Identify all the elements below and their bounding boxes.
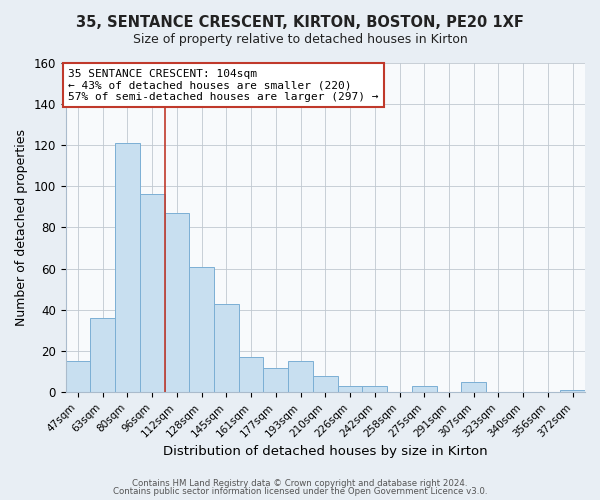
Bar [338,386,362,392]
Bar [239,358,263,392]
Bar [91,318,115,392]
Bar [65,362,91,392]
Text: Contains HM Land Registry data © Crown copyright and database right 2024.: Contains HM Land Registry data © Crown c… [132,478,468,488]
X-axis label: Distribution of detached houses by size in Kirton: Distribution of detached houses by size … [163,444,488,458]
Bar [214,304,239,392]
Bar [560,390,585,392]
Text: Contains public sector information licensed under the Open Government Licence v3: Contains public sector information licen… [113,487,487,496]
Bar [115,143,140,392]
Y-axis label: Number of detached properties: Number of detached properties [15,129,28,326]
Bar [190,266,214,392]
Text: 35, SENTANCE CRESCENT, KIRTON, BOSTON, PE20 1XF: 35, SENTANCE CRESCENT, KIRTON, BOSTON, P… [76,15,524,30]
Text: 35 SENTANCE CRESCENT: 104sqm
← 43% of detached houses are smaller (220)
57% of s: 35 SENTANCE CRESCENT: 104sqm ← 43% of de… [68,68,379,102]
Bar [313,376,338,392]
Bar [461,382,486,392]
Bar [140,194,164,392]
Bar [412,386,437,392]
Bar [263,368,288,392]
Bar [288,362,313,392]
Bar [362,386,387,392]
Text: Size of property relative to detached houses in Kirton: Size of property relative to detached ho… [133,32,467,46]
Bar [164,213,190,392]
